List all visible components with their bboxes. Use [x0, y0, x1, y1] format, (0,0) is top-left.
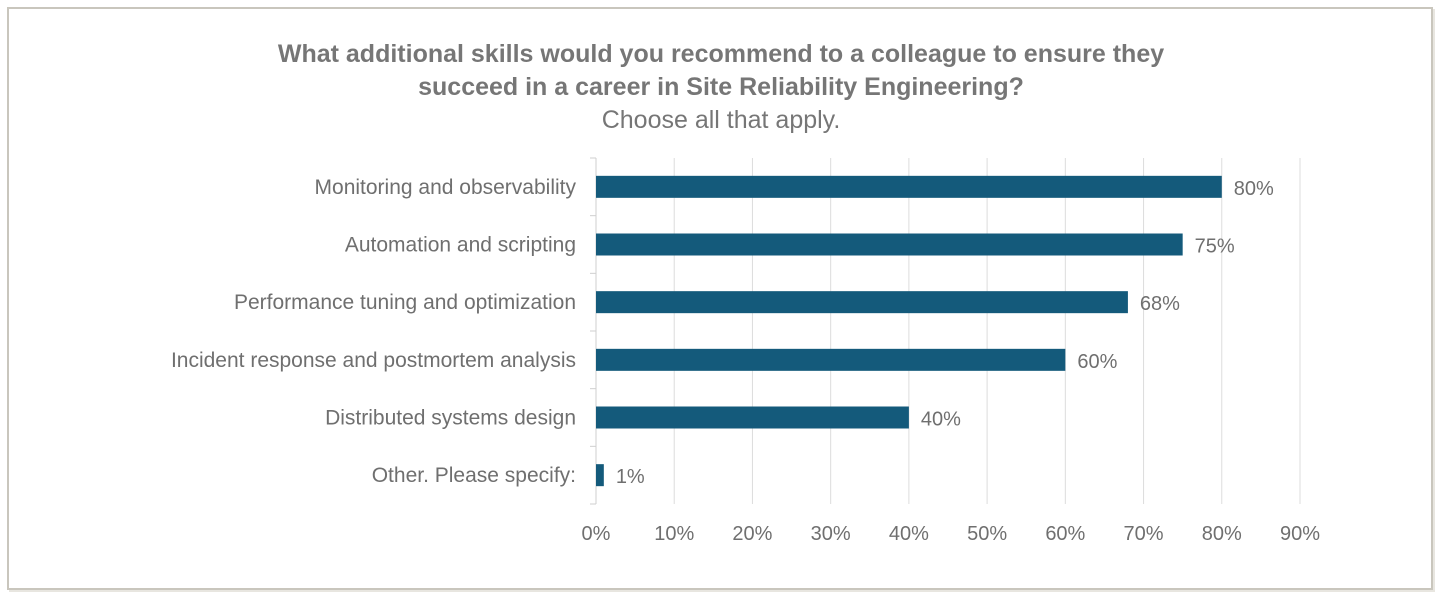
chart-title: What additional skills would you recomme… — [0, 38, 1442, 104]
category-label: Automation and scripting — [345, 234, 576, 257]
data-label: 60% — [1077, 351, 1117, 373]
category-label: Incident response and postmortem analysi… — [171, 349, 576, 372]
x-tick-label: 20% — [732, 523, 772, 545]
data-label: 75% — [1195, 236, 1235, 258]
chart-subtitle: Choose all that apply. — [601, 106, 841, 134]
chart-title-line-2: succeed in a career in Site Reliability … — [418, 73, 1024, 101]
category-label: Performance tuning and optimization — [234, 291, 576, 314]
x-tick-label: 10% — [654, 523, 694, 545]
category-label: Distributed systems design — [325, 407, 576, 430]
bar — [596, 291, 1128, 314]
data-label: 1% — [616, 466, 645, 488]
data-label: 40% — [921, 409, 961, 431]
bar — [596, 464, 604, 487]
category-label: Other. Please specify: — [372, 464, 576, 487]
x-tick-label: 30% — [811, 523, 851, 545]
x-tick-label: 60% — [1045, 523, 1085, 545]
x-tick-label: 50% — [967, 523, 1007, 545]
x-tick-label: 40% — [889, 523, 929, 545]
data-label: 80% — [1234, 178, 1274, 200]
x-tick-label: 90% — [1280, 523, 1320, 545]
category-label: Monitoring and observability — [315, 176, 577, 199]
bar — [596, 233, 1183, 256]
x-tick-label: 70% — [1124, 523, 1164, 545]
bar — [596, 348, 1066, 371]
x-tick-label: 0% — [582, 523, 611, 545]
chart-title-line-1: What additional skills would you recomme… — [277, 40, 1165, 68]
bar — [596, 175, 1222, 198]
data-label: 68% — [1140, 293, 1180, 315]
x-tick-label: 80% — [1202, 523, 1242, 545]
bar — [596, 406, 909, 429]
